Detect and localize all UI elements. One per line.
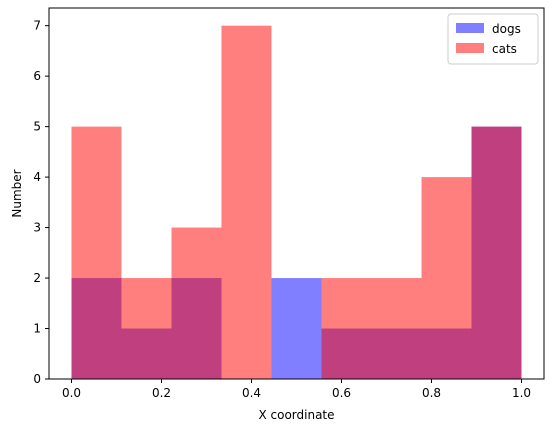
x-tick-label: 1.0 — [512, 386, 531, 400]
legend-swatch-dogs — [456, 23, 484, 33]
y-tick-label: 5 — [33, 120, 41, 134]
bar-cats-2 — [171, 227, 222, 379]
y-tick-label: 6 — [33, 69, 41, 83]
x-tick-label: 0.4 — [242, 386, 261, 400]
y-tick-label: 3 — [33, 221, 41, 235]
legend-swatch-cats — [456, 43, 484, 53]
bar-cats-1 — [121, 278, 172, 379]
bars-layer — [71, 25, 522, 380]
bar-cats-8 — [471, 126, 522, 380]
y-axis-label: Number — [10, 169, 24, 217]
y-tick-label: 4 — [33, 170, 41, 184]
axes-frame — [48, 7, 545, 380]
bar-dogs-4 — [271, 278, 322, 379]
bar-cats-7 — [421, 177, 472, 379]
y-tick-label: 0 — [33, 372, 41, 386]
y-tick-label: 2 — [33, 271, 41, 285]
y-tick-label: 7 — [33, 19, 41, 33]
x-tick-label: 0.8 — [422, 386, 441, 400]
bar-cats-6 — [371, 278, 422, 379]
legend-label-cats: cats — [492, 42, 517, 56]
y-tick-label: 1 — [33, 322, 41, 336]
x-tick-label: 0.0 — [62, 386, 81, 400]
bar-cats-0 — [71, 126, 122, 380]
x-tick-label: 0.2 — [152, 386, 171, 400]
legend-label-dogs: dogs — [492, 22, 521, 36]
bar-cats-5 — [321, 278, 372, 379]
bar-cats-3 — [221, 25, 272, 379]
ticks-layer: 0.0 0.2 0.4 0.6 0.8 1.0 0 1 2 3 4 5 6 7 — [33, 19, 531, 400]
x-axis-label: X coordinate — [258, 408, 334, 422]
legend: dogs cats — [447, 13, 539, 65]
axes-layer — [48, 7, 545, 380]
x-tick-label: 0.6 — [332, 386, 351, 400]
